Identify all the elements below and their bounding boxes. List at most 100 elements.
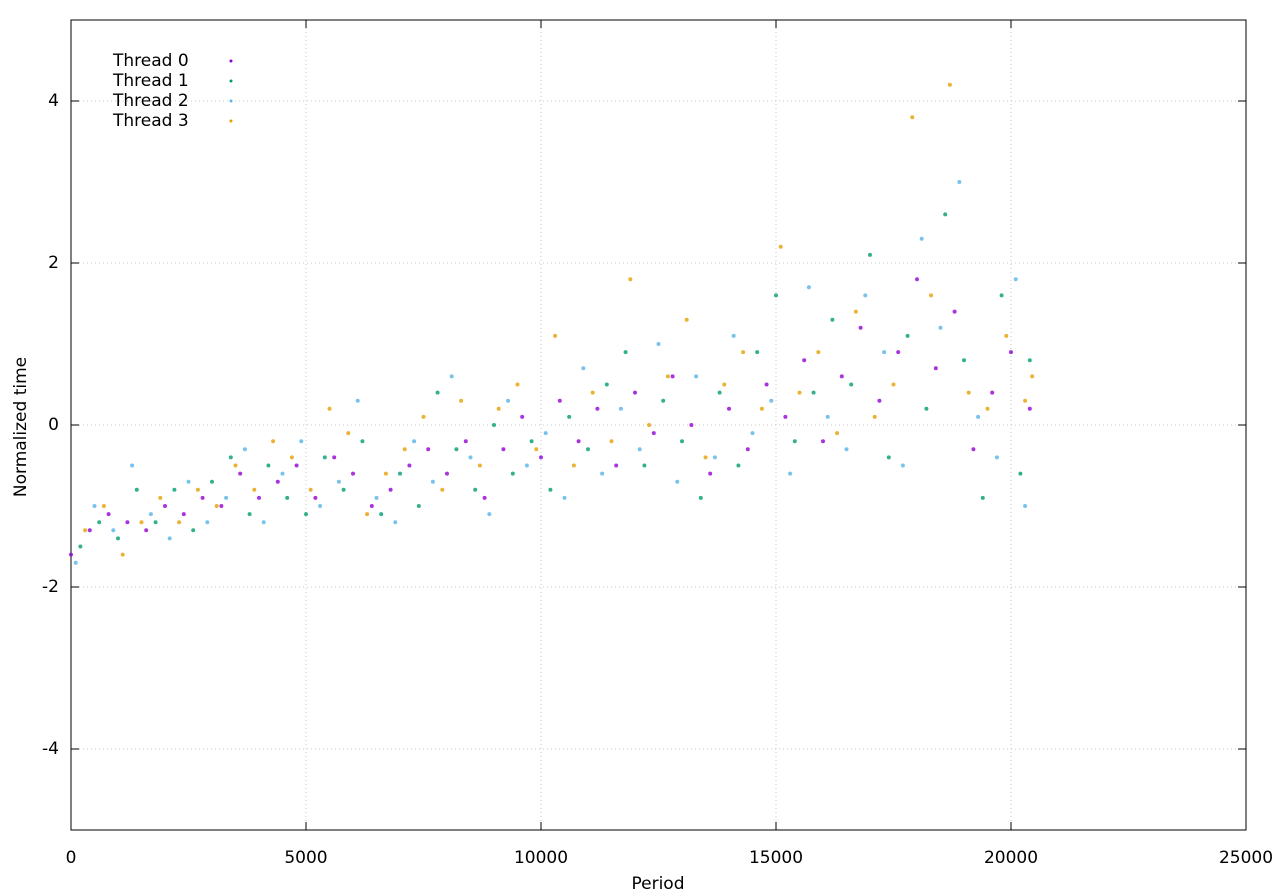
point — [172, 487, 177, 492]
point — [360, 439, 365, 444]
point — [153, 520, 158, 525]
point — [736, 463, 741, 468]
point — [971, 447, 976, 452]
point — [689, 423, 694, 427]
point — [327, 406, 332, 411]
point — [167, 536, 172, 541]
point — [148, 512, 153, 517]
point — [915, 277, 919, 282]
plot-frame — [70, 19, 1247, 831]
point — [877, 398, 882, 403]
x-tick-label: 20000 — [984, 848, 1038, 868]
point — [510, 471, 515, 476]
point — [783, 414, 788, 419]
point — [1030, 374, 1035, 379]
point — [882, 350, 887, 355]
point — [586, 447, 590, 452]
point — [332, 455, 337, 460]
point — [459, 398, 464, 403]
point — [759, 406, 764, 411]
point — [858, 325, 863, 330]
point — [990, 390, 995, 395]
point — [468, 455, 473, 460]
point — [341, 487, 346, 492]
point — [492, 423, 496, 427]
point — [261, 520, 266, 525]
point — [228, 455, 233, 460]
point — [769, 398, 774, 403]
point — [985, 406, 990, 411]
point — [285, 495, 290, 500]
point — [604, 382, 609, 387]
y-tick-label: 2 — [48, 253, 59, 273]
point — [177, 520, 182, 525]
point — [952, 309, 957, 314]
point — [680, 439, 684, 444]
point — [181, 512, 186, 517]
legend-swatch — [229, 99, 233, 103]
point — [365, 512, 370, 517]
point — [83, 528, 88, 533]
point — [407, 463, 412, 468]
point — [712, 455, 717, 460]
point — [571, 463, 576, 468]
point — [999, 293, 1004, 298]
point — [642, 463, 647, 468]
point — [186, 479, 191, 484]
point — [205, 520, 210, 525]
point — [257, 495, 261, 500]
point — [252, 487, 257, 492]
point — [242, 447, 247, 452]
point — [567, 414, 572, 419]
legend-label: Thread 2 — [112, 91, 189, 111]
point — [637, 447, 642, 452]
point — [473, 487, 478, 492]
point — [144, 528, 149, 533]
point — [609, 439, 614, 444]
y-axis-label: Normalized time — [11, 357, 31, 497]
point — [966, 390, 971, 395]
point — [731, 333, 736, 338]
point — [670, 374, 675, 379]
point — [750, 431, 755, 436]
point — [821, 439, 825, 444]
x-tick-label: 10000 — [514, 848, 568, 868]
point — [811, 390, 816, 395]
point — [943, 212, 948, 217]
point — [195, 487, 200, 492]
point — [905, 333, 910, 338]
point — [1013, 277, 1018, 282]
point — [92, 504, 97, 508]
point — [416, 504, 421, 508]
point — [87, 528, 92, 533]
point — [477, 463, 482, 468]
point — [548, 487, 553, 492]
point — [694, 374, 699, 379]
point — [402, 447, 407, 452]
point — [557, 398, 562, 403]
legend-swatch — [229, 79, 233, 83]
point — [120, 552, 125, 557]
point — [618, 406, 623, 411]
point — [224, 495, 229, 500]
point — [910, 115, 915, 120]
point — [853, 309, 858, 314]
point — [313, 495, 318, 500]
point — [656, 342, 661, 346]
point — [825, 414, 830, 419]
point — [1027, 406, 1032, 411]
x-tick-label: 15000 — [749, 848, 803, 868]
point — [238, 471, 243, 476]
point — [797, 390, 802, 395]
point — [214, 504, 219, 508]
point — [698, 495, 703, 500]
point — [929, 293, 934, 298]
point — [703, 455, 708, 460]
point — [266, 463, 271, 468]
point — [275, 479, 280, 484]
point — [741, 350, 746, 355]
point — [539, 455, 543, 460]
point — [506, 398, 511, 403]
point — [524, 463, 529, 468]
point — [69, 552, 73, 557]
